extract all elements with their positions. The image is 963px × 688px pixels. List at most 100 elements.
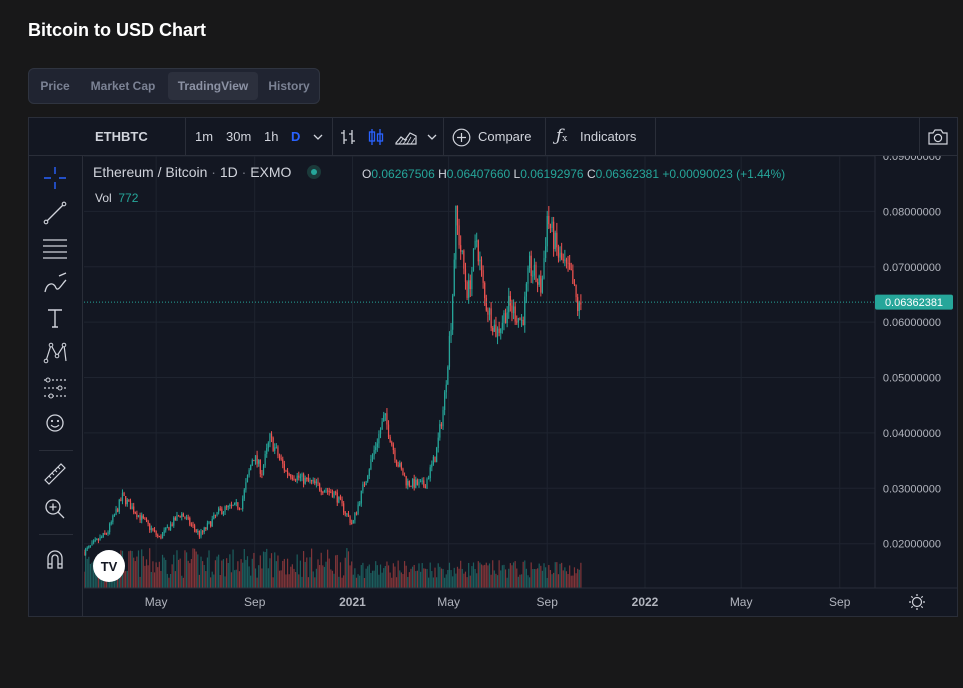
candle-body — [429, 467, 431, 479]
volume-bar — [277, 555, 279, 588]
candle-body — [437, 437, 439, 448]
compare-button[interactable]: Compare — [478, 129, 532, 144]
prediction-icon[interactable] — [41, 374, 69, 402]
candle-body — [530, 255, 532, 276]
volume-bar — [301, 576, 303, 588]
volume-bar — [580, 562, 582, 588]
volume-bar — [235, 569, 237, 588]
tab-history[interactable]: History — [268, 79, 310, 93]
candle-body — [173, 517, 175, 526]
volume-bar — [450, 570, 452, 588]
candle-body — [463, 250, 465, 269]
candle-body — [320, 489, 322, 493]
last-price-label: 0.06362381 — [885, 297, 943, 309]
candle-body — [229, 505, 231, 507]
timeframe-1m[interactable]: 1m — [195, 129, 214, 144]
candle-body — [120, 499, 122, 501]
volume-bar — [248, 566, 250, 588]
area-chart-icon[interactable] — [395, 128, 417, 146]
tab-price[interactable]: Price — [40, 79, 70, 93]
candle-body — [286, 470, 289, 475]
volume-bar — [546, 577, 548, 588]
legend-interval: 1D — [219, 164, 238, 180]
volume-bar — [384, 565, 386, 588]
candle-body — [548, 215, 550, 225]
price-tick-label: 0.02000000 — [883, 539, 941, 551]
candle-body — [490, 308, 492, 328]
function-icon[interactable]: ƒx — [556, 126, 568, 146]
legend-pair[interactable]: Ethereum / Bitcoin — [93, 164, 208, 180]
volume-bar — [190, 559, 192, 588]
tab-tradingview[interactable]: TradingView — [168, 72, 258, 100]
fib-retracement-icon[interactable] — [41, 234, 69, 262]
candle-body — [522, 319, 524, 326]
candle-body — [535, 264, 537, 283]
symbol-search[interactable]: ETHBTC — [95, 129, 148, 144]
volume-bar — [370, 573, 372, 588]
camera-icon[interactable] — [927, 128, 949, 146]
candle-body — [436, 447, 438, 463]
candle-body — [405, 476, 407, 486]
timeframe-1h[interactable]: 1h — [264, 129, 279, 144]
candle-body — [298, 475, 300, 478]
candle-body — [248, 470, 250, 476]
volume-bar — [419, 571, 422, 588]
volume-bar — [192, 548, 194, 588]
tradingview-logo[interactable]: TV — [93, 550, 125, 582]
candle-body — [104, 533, 106, 535]
candle-body — [397, 464, 399, 467]
candle-body — [504, 313, 507, 324]
candle-body — [214, 514, 217, 516]
time-tick-label: Sep — [244, 595, 266, 609]
volume-bar — [285, 574, 287, 588]
volume-bar — [85, 555, 87, 588]
indicators-button[interactable]: Indicators — [580, 129, 637, 144]
crosshair-icon[interactable] — [41, 164, 69, 192]
price-chart[interactable]: 0.09000000 0.08000000 0.07000000 0.06000000… — [84, 156, 957, 616]
chevron-down-icon[interactable] — [313, 133, 323, 141]
chevron-down-icon[interactable] — [427, 133, 437, 141]
volume-bar — [168, 577, 170, 588]
tab-market-cap[interactable]: Market Cap — [90, 79, 156, 93]
brush-icon[interactable] — [41, 269, 69, 297]
volume-bar — [302, 551, 305, 588]
candle-body — [440, 424, 443, 427]
volume-bar — [142, 556, 144, 588]
candle-body — [200, 531, 202, 537]
timeframe-d[interactable]: D — [291, 129, 301, 144]
bar-chart-icon[interactable] — [339, 128, 357, 146]
time-axis[interactable]: May Sep 2021 May Sep 2022 May Sep — [145, 595, 851, 609]
ruler-icon[interactable] — [41, 460, 69, 488]
volume-bar — [181, 575, 183, 588]
candle-body — [131, 506, 133, 510]
price-axis[interactable]: 0.09000000 0.08000000 0.07000000 0.06000000… — [883, 156, 941, 551]
zoom-in-icon[interactable] — [41, 495, 69, 523]
text-tool-icon[interactable] — [41, 304, 69, 332]
candle-body — [264, 454, 266, 466]
candle-body — [230, 505, 233, 507]
volume-bar — [274, 552, 276, 588]
candle-body — [363, 484, 366, 486]
smile-icon[interactable] — [41, 409, 69, 437]
candles-icon[interactable] — [367, 128, 385, 146]
tradingview-widget: ETHBTC 1m 30m 1h D Compare ƒx Indicators — [28, 117, 958, 617]
pattern-icon[interactable] — [41, 339, 69, 367]
volume-bar — [520, 574, 523, 588]
candle-body — [562, 259, 564, 261]
candle-body — [464, 268, 467, 282]
volume-bar — [319, 565, 321, 588]
candle-body — [107, 531, 109, 534]
timeframe-30m[interactable]: 30m — [226, 129, 252, 144]
volume-bar — [516, 568, 518, 588]
candle-body — [514, 306, 516, 322]
volume-bar — [524, 560, 526, 588]
candle-body — [453, 259, 455, 296]
candle-body — [275, 447, 277, 449]
settings-gear-icon[interactable] — [909, 594, 925, 610]
magnet-icon[interactable] — [41, 545, 69, 573]
volume-bar — [567, 573, 569, 588]
candle-body — [567, 262, 569, 264]
trend-line-icon[interactable] — [41, 199, 69, 227]
market-status-icon[interactable] — [307, 165, 322, 179]
add-compare-icon[interactable] — [452, 128, 471, 147]
